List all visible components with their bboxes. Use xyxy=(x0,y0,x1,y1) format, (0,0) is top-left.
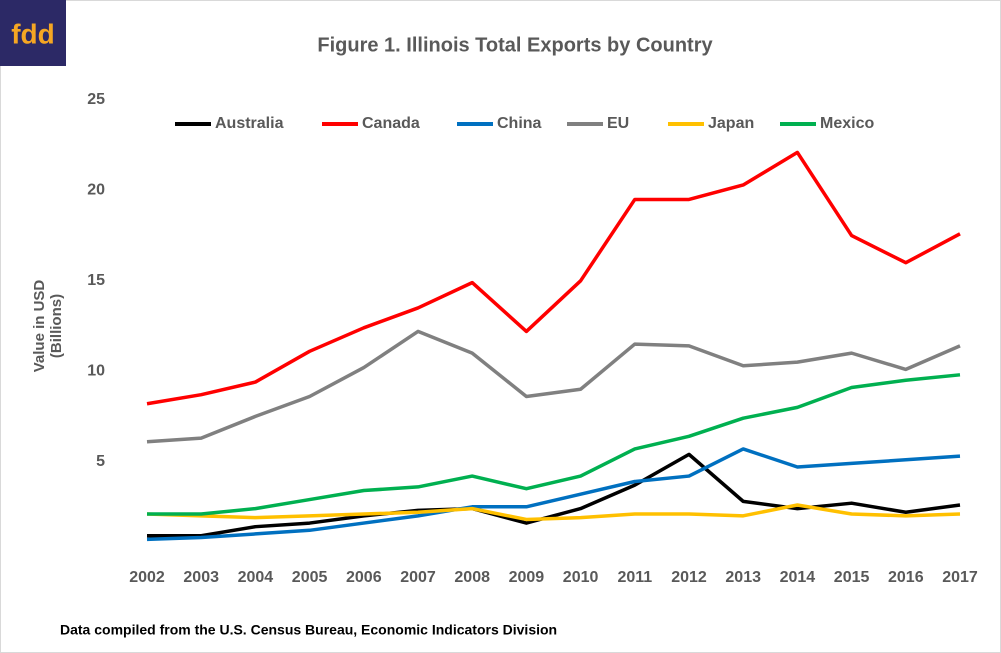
series-line xyxy=(146,503,961,522)
y-axis-label: Value in USD xyxy=(31,280,48,373)
x-tick-label: 2015 xyxy=(834,569,870,586)
series-line xyxy=(146,150,961,406)
source-note: Data compiled from the U.S. Census Burea… xyxy=(60,622,557,638)
y-tick-label: 15 xyxy=(87,272,105,289)
x-tick-label: 2011 xyxy=(617,569,652,586)
series-line xyxy=(147,452,961,538)
chart-title: Figure 1. Illinois Total Exports by Coun… xyxy=(317,34,713,56)
x-tick-label: 2009 xyxy=(509,569,545,586)
x-tick-label: 2006 xyxy=(346,569,382,586)
series-line xyxy=(146,329,961,444)
x-tick-label: 2003 xyxy=(183,569,219,586)
legend-label: Australia xyxy=(215,115,284,132)
x-tick-label: 2012 xyxy=(671,569,707,586)
logo: fdd xyxy=(11,18,55,49)
x-tick-label: 2007 xyxy=(400,569,436,586)
x-tick-label: 2016 xyxy=(888,569,924,586)
legend-label: EU xyxy=(607,115,629,132)
y-tick-label: 5 xyxy=(96,453,105,470)
legend-label: Canada xyxy=(362,115,420,132)
x-tick-label: 2002 xyxy=(129,569,165,586)
x-tick-label: 2017 xyxy=(942,569,978,586)
x-tick-label: 2013 xyxy=(725,569,761,586)
series-line xyxy=(146,447,961,542)
logo-box xyxy=(0,0,66,66)
x-tick-label: 2004 xyxy=(238,569,274,586)
y-tick-label: 10 xyxy=(87,362,105,379)
legend-label: Mexico xyxy=(820,115,874,132)
x-tick-label: 2010 xyxy=(563,569,599,586)
legend-label: China xyxy=(497,115,542,132)
x-tick-label: 2014 xyxy=(780,569,816,586)
y-tick-label: 25 xyxy=(87,91,105,108)
y-tick-label: 20 xyxy=(87,182,105,199)
series-line xyxy=(147,373,961,516)
x-tick-label: 2005 xyxy=(292,569,328,586)
legend-label: Japan xyxy=(708,115,754,132)
x-tick-label: 2008 xyxy=(454,569,490,586)
y-axis-label: (Billions) xyxy=(48,294,65,358)
